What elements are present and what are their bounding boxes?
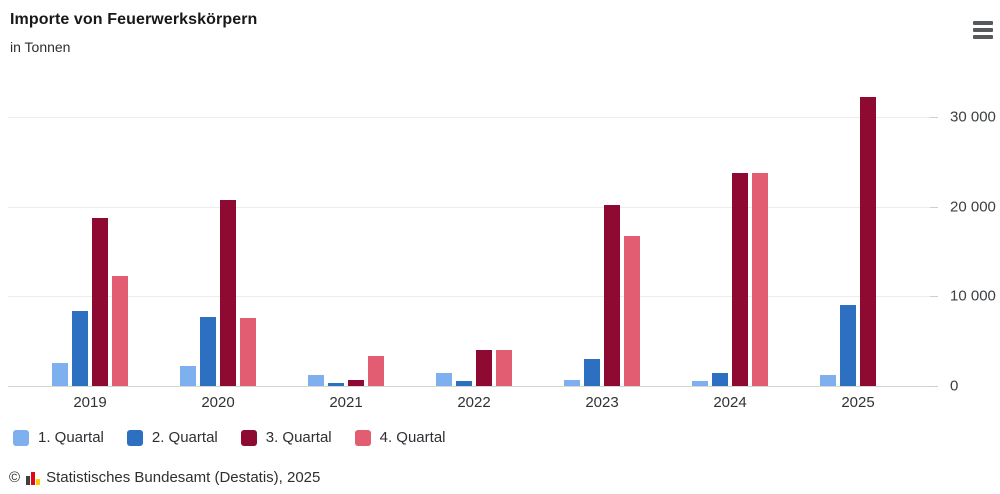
x-axis-label-2024: 2024	[713, 394, 747, 411]
x-axis-label-2019: 2019	[73, 394, 107, 411]
bar-2022-q2[interactable]	[456, 380, 472, 386]
copyright-symbol: ©	[9, 469, 21, 486]
source-line: © Statistisches Bundesamt (Destatis), 20…	[9, 469, 320, 486]
source-text: Statistisches Bundesamt (Destatis), 2025	[46, 469, 321, 486]
gridline-0	[8, 386, 930, 387]
bar-2020-q1[interactable]	[180, 366, 196, 386]
hamburger-menu-icon[interactable]	[970, 17, 996, 43]
bar-2025-q3[interactable]	[860, 97, 876, 386]
destatis-bars-icon	[26, 471, 41, 485]
legend-swatch-q4	[354, 429, 371, 446]
legend-swatch-q1	[13, 429, 29, 446]
x-axis-label-2022: 2022	[457, 394, 491, 411]
bar-2021-q1[interactable]	[308, 375, 324, 386]
x-axis-label-2020: 2020	[201, 394, 235, 411]
y-axis-tick	[930, 206, 938, 208]
y-axis-label-30000: 30 000	[950, 108, 996, 126]
chart-subtitle: in Tonnen	[10, 39, 71, 55]
y-axis-tick	[930, 386, 938, 387]
bar-2025-q1[interactable]	[820, 375, 836, 386]
bar-2020-q2[interactable]	[200, 317, 216, 386]
y-axis-label-20000: 20 000	[950, 198, 996, 216]
bar-2019-q4[interactable]	[112, 275, 128, 386]
bar-2023-q1[interactable]	[564, 379, 580, 386]
x-axis-label-2023: 2023	[585, 394, 619, 411]
gridline-20000	[8, 206, 930, 208]
bar-2023-q2[interactable]	[584, 359, 600, 386]
gridline-10000	[8, 296, 930, 298]
legend-label-q4: 4. Quartal	[379, 429, 446, 446]
bar-2020-q4[interactable]	[240, 317, 256, 386]
bar-2021-q4[interactable]	[368, 356, 384, 386]
legend-item-q3[interactable]: 3. Quartal	[240, 429, 332, 446]
gridline-30000	[8, 117, 930, 119]
bar-2019-q3[interactable]	[92, 217, 108, 386]
x-axis-label-2021: 2021	[329, 394, 363, 411]
bar-2019-q1[interactable]	[52, 362, 68, 386]
legend-item-q2[interactable]: 2. Quartal	[126, 429, 218, 446]
y-axis-label-0: 0	[950, 377, 959, 395]
bar-2024-q1[interactable]	[692, 380, 708, 386]
legend-label-q3: 3. Quartal	[265, 429, 332, 446]
bar-2025-q2[interactable]	[840, 305, 856, 386]
bar-2023-q4[interactable]	[624, 236, 640, 386]
legend-swatch-q2	[126, 429, 143, 446]
bar-2021-q2[interactable]	[328, 383, 344, 386]
legend-label-q2: 2. Quartal	[151, 429, 218, 446]
legend: 1. Quartal 2. Quartal 3. Quartal 4. Quar…	[13, 429, 446, 446]
legend-label-q1: 1. Quartal	[38, 429, 104, 446]
chart-title: Importe von Feuerwerkskörpern	[10, 11, 258, 28]
bar-2021-q3[interactable]	[348, 379, 364, 386]
bar-2024-q4[interactable]	[752, 172, 768, 386]
legend-swatch-q3	[240, 429, 257, 446]
bar-2022-q3[interactable]	[476, 350, 492, 386]
bar-2020-q3[interactable]	[220, 199, 236, 386]
bar-2024-q2[interactable]	[712, 372, 728, 386]
bar-2024-q3[interactable]	[732, 172, 748, 386]
legend-item-q4[interactable]: 4. Quartal	[354, 429, 446, 446]
y-axis-tick	[930, 117, 938, 119]
bar-2022-q4[interactable]	[496, 350, 512, 386]
bar-2022-q1[interactable]	[436, 372, 452, 386]
y-axis-tick	[930, 296, 938, 298]
bar-2019-q2[interactable]	[72, 310, 88, 386]
y-axis-label-10000: 10 000	[950, 287, 996, 305]
legend-item-q1[interactable]: 1. Quartal	[13, 429, 104, 446]
bar-2023-q3[interactable]	[604, 205, 620, 386]
x-axis-label-2025: 2025	[841, 394, 875, 411]
